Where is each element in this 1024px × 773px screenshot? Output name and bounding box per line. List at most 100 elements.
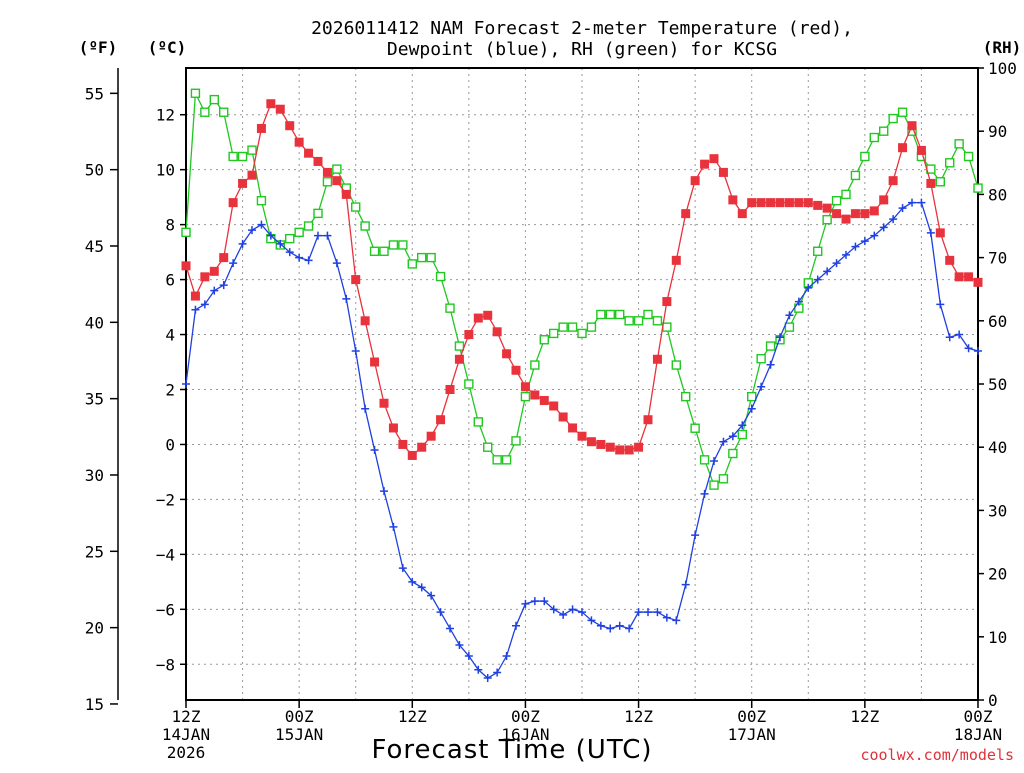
temperature-point bbox=[945, 255, 955, 265]
rh-tick-label: 60 bbox=[988, 312, 1007, 331]
rh-point bbox=[294, 227, 304, 238]
temperature-point bbox=[454, 354, 464, 364]
temperature-point bbox=[398, 439, 408, 449]
celsius-tick-label: −2 bbox=[156, 490, 175, 509]
temperature-point bbox=[888, 176, 898, 186]
fahrenheit-tick-label: 15 bbox=[85, 695, 104, 714]
temperature-point bbox=[803, 198, 813, 208]
dewpoint-point bbox=[521, 599, 530, 608]
dewpoint-point bbox=[870, 231, 879, 240]
temperature-point bbox=[869, 206, 879, 216]
temperature-point bbox=[502, 349, 512, 359]
temperature-point bbox=[784, 198, 794, 208]
temperature-point bbox=[907, 121, 917, 131]
rh-point bbox=[879, 126, 889, 136]
rh-point bbox=[511, 436, 521, 446]
dewpoint-point bbox=[219, 281, 228, 290]
rh-point bbox=[662, 322, 672, 332]
dewpoint-point bbox=[474, 665, 483, 674]
rh-point bbox=[181, 227, 191, 238]
dewpoint-point bbox=[898, 204, 907, 213]
temperature-point bbox=[558, 412, 568, 422]
rh-point bbox=[596, 309, 606, 320]
rh-point bbox=[765, 341, 776, 351]
dewpoint-point bbox=[314, 231, 322, 240]
dewpoint-point bbox=[757, 382, 766, 391]
grid-lines bbox=[186, 68, 978, 700]
dewpoint-point bbox=[276, 239, 285, 248]
rh-tick-label: 50 bbox=[988, 375, 1007, 394]
rh-point bbox=[869, 132, 879, 143]
fahrenheit-tick-label: 20 bbox=[85, 619, 104, 638]
rh-point bbox=[407, 259, 417, 269]
rh-tick-label: 30 bbox=[988, 501, 1007, 520]
celsius-tick-label: 6 bbox=[165, 271, 175, 290]
rh-point bbox=[643, 309, 653, 320]
celsius-tick-label: 10 bbox=[156, 161, 175, 180]
dewpoint-point bbox=[945, 333, 954, 342]
rh-point bbox=[464, 379, 474, 389]
dewpoint-point bbox=[342, 294, 351, 303]
dewpoint-point bbox=[672, 616, 681, 625]
dewpoint-point bbox=[596, 621, 605, 630]
dewpoint-point bbox=[210, 286, 219, 295]
temperature-point bbox=[473, 313, 483, 323]
rh-point bbox=[897, 107, 908, 117]
dewpoint-point bbox=[710, 456, 718, 465]
rh-point bbox=[219, 107, 229, 117]
rh-point bbox=[699, 455, 710, 465]
x-tick-label: 00Z bbox=[285, 707, 314, 726]
temperature-point bbox=[275, 104, 285, 114]
temperature-point bbox=[916, 145, 926, 155]
dewpoint-point bbox=[889, 215, 898, 224]
x-axis-label: Forecast Time (UTC) bbox=[371, 735, 652, 765]
celsius-tick-label: 2 bbox=[165, 380, 175, 399]
x-tick-label: 18JAN bbox=[954, 725, 1002, 744]
dewpoint-point bbox=[436, 608, 445, 617]
dewpoint-point bbox=[644, 608, 652, 617]
rh-point bbox=[360, 221, 370, 231]
rh-point bbox=[784, 322, 795, 332]
celsius-tick-label: −6 bbox=[156, 600, 175, 619]
x-tick-label: 00Z bbox=[511, 707, 540, 726]
dewpoint-point bbox=[974, 347, 982, 356]
rh-tick-label: 80 bbox=[988, 185, 1007, 204]
dewpoint-point bbox=[191, 305, 200, 314]
dewpoint-point bbox=[625, 624, 634, 633]
rh-point bbox=[190, 88, 201, 98]
axes: 15 20 25 30 35 40 45 50 55 −8 −6 −4 −2 0 2 4 6 8 10 12 0 10 20… bbox=[85, 59, 1017, 762]
dewpoint-point bbox=[351, 347, 360, 356]
dewpoint-point bbox=[804, 283, 813, 292]
temperature-point bbox=[436, 415, 446, 425]
rh-point bbox=[520, 391, 531, 402]
dewpoint-point bbox=[653, 608, 662, 617]
temperature-point bbox=[671, 255, 681, 265]
dewpoint-point bbox=[483, 674, 492, 683]
rh-point bbox=[351, 202, 361, 212]
rh-point bbox=[209, 94, 219, 105]
credit-text: coolwx.com/models bbox=[860, 746, 1014, 764]
dewpoint-point bbox=[332, 259, 341, 268]
temperature-point bbox=[973, 277, 983, 287]
temperature-point bbox=[219, 253, 229, 263]
dewpoint-point bbox=[728, 432, 737, 441]
rh-point bbox=[963, 151, 974, 162]
temperature-point bbox=[860, 209, 870, 219]
temperature-point bbox=[304, 148, 314, 158]
dewpoint-point bbox=[200, 300, 209, 309]
dewpoint-point bbox=[794, 297, 803, 306]
dewpoint-point bbox=[776, 333, 784, 342]
dewpoint-point bbox=[559, 610, 568, 619]
rh-point bbox=[624, 316, 634, 326]
x-tick-label: 2026 bbox=[167, 743, 206, 762]
temperature-point bbox=[709, 154, 719, 164]
rh-tick-label: 100 bbox=[988, 59, 1017, 78]
dewpoint-point bbox=[427, 591, 436, 600]
dewpoint-point bbox=[578, 608, 586, 617]
rh-point bbox=[313, 208, 323, 219]
temperature-point bbox=[313, 156, 323, 166]
dewpoint-point bbox=[464, 652, 473, 661]
temperature-point bbox=[964, 272, 974, 282]
dewpoint-point bbox=[502, 652, 511, 661]
fahrenheit-tick-label: 40 bbox=[85, 313, 104, 332]
